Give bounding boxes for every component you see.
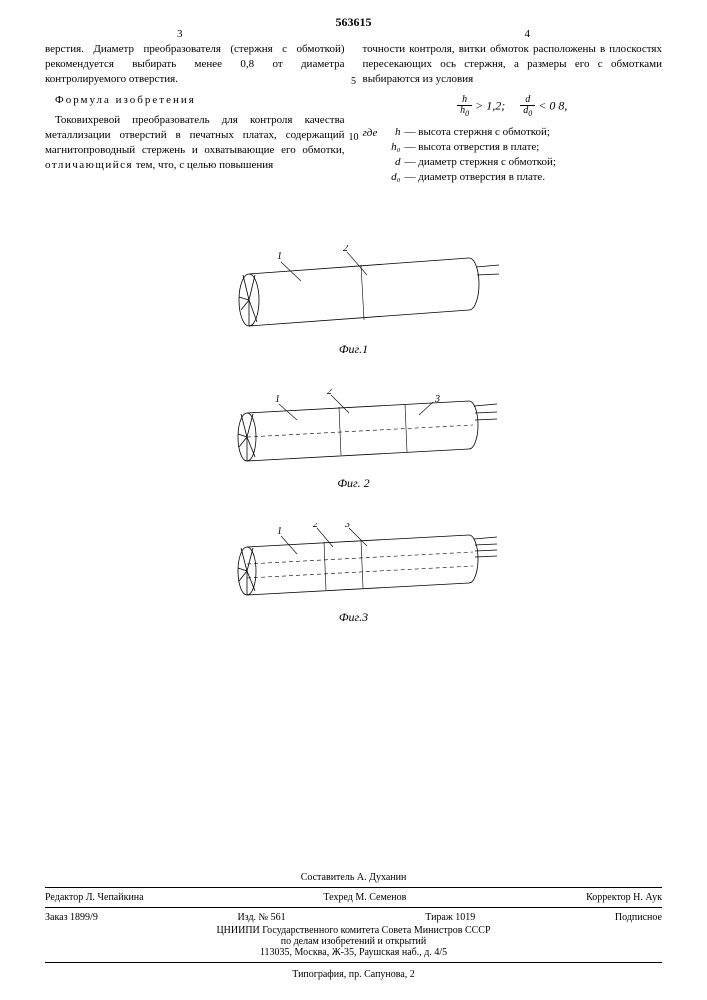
- org: ЦНИИПИ Государственного комитета Совета …: [45, 925, 662, 936]
- figure-2-label: Фиг. 2: [45, 476, 662, 491]
- editor: Редактор Л. Чепайкина: [45, 892, 144, 903]
- footer: Составитель А. Духанин Редактор Л. Чепай…: [45, 872, 662, 980]
- footer-hr-2: [45, 907, 662, 908]
- frac-h-den: h0: [457, 106, 472, 118]
- footer-hr-3: [45, 962, 662, 963]
- figure-3-svg: 1 2 3: [189, 523, 519, 608]
- fig2-label-1: 1: [275, 394, 280, 405]
- techred: Техред М. Семенов: [323, 892, 406, 903]
- where-sym-0: h: [363, 125, 401, 140]
- fig2-label-3: 3: [434, 394, 440, 405]
- where-sym-3: d₀: [363, 170, 401, 185]
- figure-3-label: Фиг.3: [45, 610, 662, 625]
- patent-number: 563615: [45, 15, 662, 30]
- figure-3: 1 2 3 Фиг.3: [45, 523, 662, 625]
- line-number-5: 5: [351, 76, 356, 87]
- math-condition: h h0 > 1,2; d d0 < 0 8,: [363, 95, 663, 118]
- where-block: где h — высота стержня с обмоткой; h₀ — …: [363, 126, 663, 185]
- figure-2-svg: 1 2 3: [189, 389, 519, 474]
- gt-text: > 1,2;: [475, 98, 505, 112]
- formula-heading: Формула изобретения: [45, 93, 345, 108]
- frac-d-den: d0: [520, 106, 535, 118]
- fig3-label-1: 1: [277, 526, 282, 537]
- col-marker-right: 4: [525, 28, 531, 40]
- right-column: точности контроля, витки обмоток располо…: [363, 42, 663, 185]
- left-p2-spaced: отличающийся: [45, 159, 133, 171]
- figure-1-svg: 1 2: [189, 245, 519, 340]
- circulation: Тираж 1019: [425, 912, 475, 923]
- left-column: верстия. Диаметр преобразователя (стержн…: [45, 42, 345, 185]
- org2: по делам изобретений и открытий: [45, 936, 662, 947]
- where-def-3: — диаметр отверстия в плате.: [405, 170, 663, 185]
- corrector: Корректор Н. Аук: [586, 892, 662, 903]
- footer-hr-1: [45, 887, 662, 888]
- left-p1: верстия. Диаметр преобразователя (стержн…: [45, 42, 345, 87]
- fig3-label-3: 3: [344, 523, 350, 530]
- figure-2: 1 2 3 Фиг. 2: [45, 389, 662, 491]
- figure-1: 1 2 Фиг.1: [45, 245, 662, 357]
- col-marker-left: 3: [177, 28, 183, 40]
- figure-1-label: Фиг.1: [45, 342, 662, 357]
- left-p2: Токовихревой преобразователь для контрол…: [45, 113, 345, 172]
- fig1-label-1: 1: [277, 251, 282, 262]
- fraction-d: d d0: [520, 95, 535, 118]
- where-sym-1: h₀: [363, 140, 401, 155]
- fig2-label-2: 2: [327, 389, 332, 397]
- where-sym-2: d: [363, 155, 401, 170]
- composer: Составитель А. Духанин: [45, 872, 662, 883]
- line-number-10: 10: [349, 132, 359, 143]
- where-def-2: — диаметр стержня с обмоткой;: [405, 155, 663, 170]
- text-columns: 3 4 5 10 верстия. Диаметр преобразовател…: [45, 42, 662, 185]
- order: Заказ 1899/9: [45, 912, 98, 923]
- fig3-label-2: 2: [313, 523, 318, 530]
- lt-text: < 0 8,: [538, 98, 567, 112]
- fig1-label-2: 2: [343, 245, 348, 254]
- where-def-1: — высота отверстия в плате;: [405, 140, 663, 155]
- typography: Типография, пр. Сапунова, 2: [45, 969, 662, 980]
- figures-area: 1 2 Фиг.1: [45, 245, 662, 625]
- address: 113035, Москва, Ж-35, Раушская наб., д. …: [45, 947, 662, 958]
- where-def-0: — высота стержня с обмоткой;: [405, 125, 663, 140]
- left-p2b: тем, что, с целью повышения: [133, 159, 273, 171]
- right-p1: точности контроля, витки обмоток располо…: [363, 42, 663, 87]
- subscription: Подписное: [615, 912, 662, 923]
- left-p2a: Токовихревой преобразователь для контрол…: [45, 114, 345, 156]
- fraction-h: h h0: [457, 95, 472, 118]
- edition: Изд. № 561: [237, 912, 285, 923]
